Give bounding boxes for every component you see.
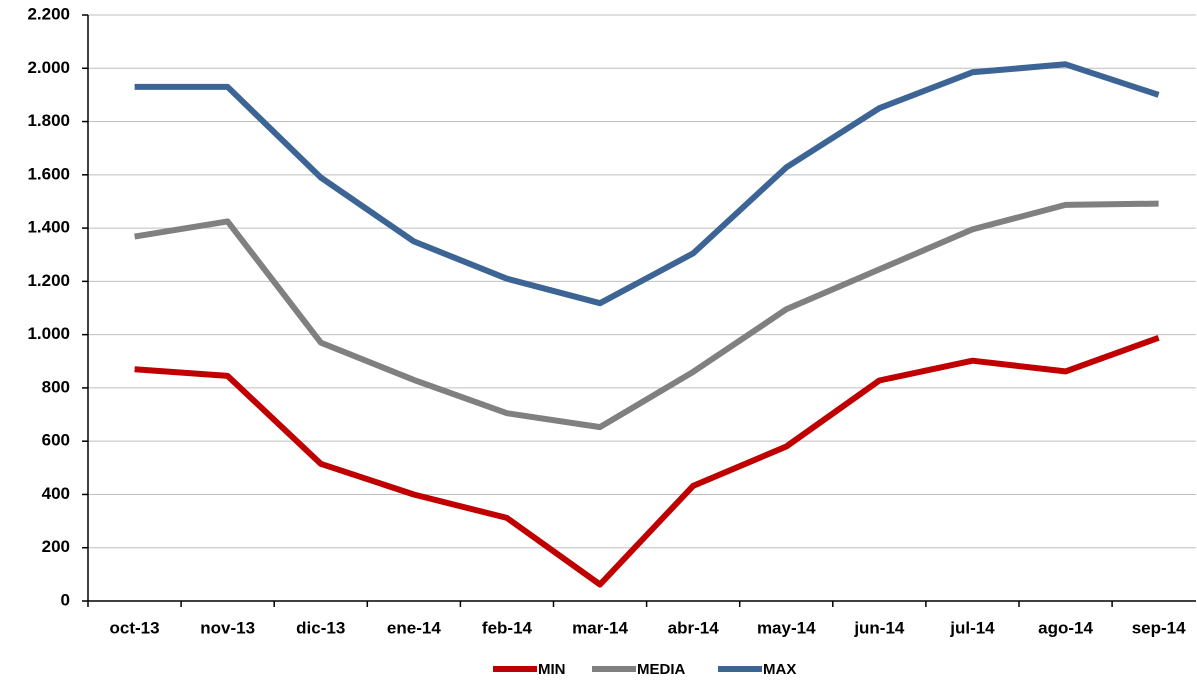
y-tick-label: 1.600: [27, 164, 70, 183]
x-tick-label: feb-14: [482, 618, 533, 637]
y-tick-label: 2.000: [27, 58, 70, 77]
legend-label: MAX: [763, 661, 796, 678]
x-tick-label: sep-14: [1132, 618, 1186, 637]
x-tick-label: nov-13: [200, 618, 255, 637]
y-tick-label: 1.200: [27, 271, 70, 290]
y-tick-label: 0: [61, 590, 70, 609]
x-tick-label: jun-14: [853, 618, 905, 637]
legend-label: MIN: [538, 661, 566, 678]
y-tick-label: 1.800: [27, 111, 70, 130]
y-tick-label: 800: [42, 377, 70, 396]
series-line: [134, 334, 1160, 588]
x-tick-label: may-14: [757, 618, 816, 637]
y-tick-label: 1.400: [27, 218, 70, 237]
y-tick-label: 400: [42, 484, 70, 503]
x-tick-label: dic-13: [296, 618, 345, 637]
x-tick-label: oct-13: [110, 618, 160, 637]
x-tick-label: ene-14: [387, 618, 441, 637]
y-tick-label: 2.200: [27, 4, 70, 23]
y-tick-label: 200: [42, 537, 70, 556]
x-tick-label: abr-14: [668, 618, 720, 637]
legend-label: MEDIA: [637, 661, 686, 678]
y-tick-label: 1.000: [27, 324, 70, 343]
x-tick-label: ago-14: [1038, 618, 1093, 637]
x-tick-label: jul-14: [949, 618, 995, 637]
y-tick-label: 600: [42, 431, 70, 450]
x-tick-label: mar-14: [572, 618, 628, 637]
series-line: [134, 200, 1159, 431]
series-line: [134, 61, 1160, 307]
